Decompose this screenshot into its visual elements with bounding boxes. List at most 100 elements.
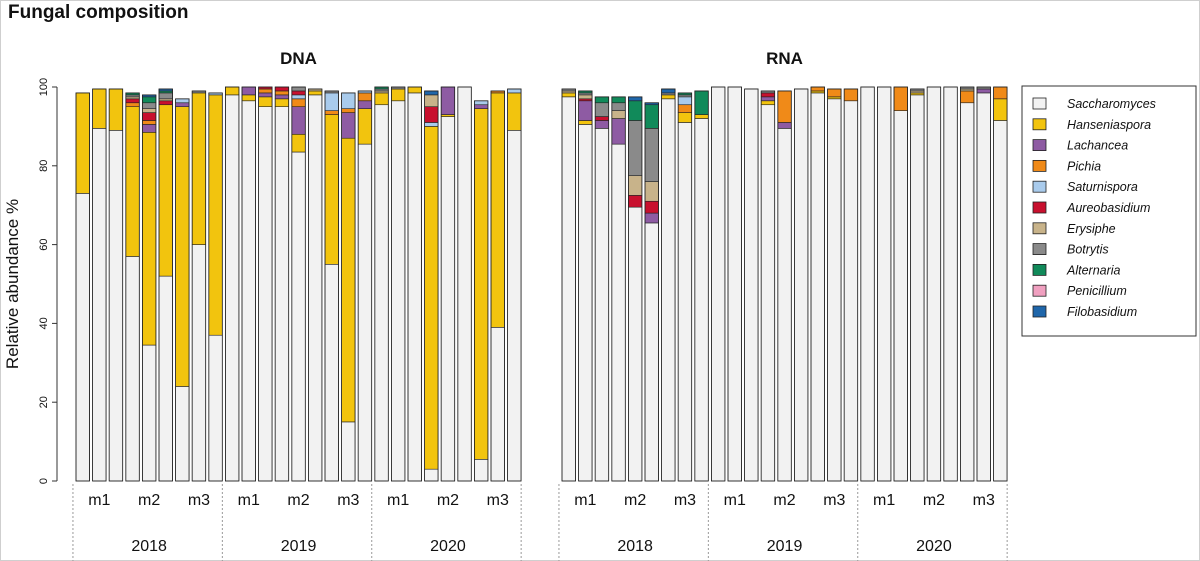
bar-segment — [108, 130, 123, 482]
bar-outline — [594, 96, 610, 482]
bar-segment — [324, 114, 339, 265]
bar-segment — [760, 100, 776, 106]
bar-segment — [341, 108, 356, 113]
bar-outline — [843, 88, 859, 482]
bar-segment — [993, 86, 1008, 100]
group-label: m3 — [823, 492, 845, 509]
bar-segment — [175, 98, 190, 104]
bar-segment — [993, 98, 1008, 121]
bar-segment — [175, 386, 190, 482]
bar-segment — [993, 120, 1008, 482]
legend-label: Erysiphe — [1067, 222, 1116, 236]
group-label: m1 — [238, 492, 260, 509]
group-label: m1 — [387, 492, 409, 509]
bar-outline — [860, 86, 875, 482]
bar-outline — [976, 86, 991, 482]
bar-segment — [877, 86, 892, 482]
bar-segment — [191, 92, 206, 245]
bar-segment — [191, 244, 206, 482]
bar-segment — [976, 92, 991, 482]
bar-segment — [208, 334, 223, 482]
bar-segment — [694, 90, 709, 115]
bar-segment — [158, 92, 173, 100]
bar-outline — [374, 86, 389, 482]
group-label: m3 — [487, 492, 509, 509]
bar-segment — [308, 94, 323, 482]
bar-segment — [440, 116, 456, 482]
bar-segment — [274, 94, 290, 100]
bar-segment — [628, 206, 643, 482]
bar-outline — [92, 88, 107, 482]
bar-segment — [341, 421, 356, 482]
bar-segment — [357, 100, 373, 109]
bar-segment — [341, 137, 356, 423]
bar-outline — [341, 92, 356, 482]
bar-outline — [561, 88, 576, 482]
bar-outline — [727, 86, 742, 482]
bar-outline — [628, 96, 643, 482]
legend-swatch — [1032, 305, 1047, 318]
bar-segment — [777, 90, 792, 123]
panel-title: DNA — [280, 49, 317, 68]
bar-outline — [943, 86, 958, 482]
bar-segment — [474, 104, 489, 109]
legend-swatch — [1032, 118, 1047, 131]
bar-segment — [611, 143, 626, 482]
bar-segment — [324, 92, 339, 111]
bar-outline — [578, 90, 593, 482]
bar-segment — [677, 112, 693, 123]
legend-label: Penicillium — [1067, 284, 1127, 298]
bar-segment — [142, 124, 157, 133]
bar-segment — [694, 118, 709, 482]
bar-outline — [473, 100, 489, 482]
bar-segment — [374, 92, 389, 106]
bar-segment — [274, 90, 290, 96]
bar-segment — [711, 86, 726, 482]
bar-outline — [158, 88, 173, 482]
bar-segment — [611, 102, 626, 111]
legend-swatch — [1032, 201, 1047, 214]
bar-segment — [893, 110, 908, 482]
bar-segment — [644, 222, 659, 482]
bar-segment — [92, 128, 107, 482]
y-tick-label: 20 — [38, 396, 50, 408]
bar-segment — [474, 108, 489, 460]
group-label: m3 — [973, 492, 995, 509]
bar-outline — [926, 86, 942, 482]
bar-segment — [661, 94, 676, 100]
bar-segment — [75, 193, 90, 482]
bar-segment — [258, 92, 273, 98]
bar-segment — [274, 106, 290, 482]
bar-segment — [457, 86, 472, 482]
panel-title: RNA — [766, 49, 803, 68]
bar-segment — [893, 86, 908, 111]
bar-segment — [424, 468, 439, 482]
bar-segment — [391, 88, 406, 102]
bar-segment — [507, 92, 522, 131]
bar-outline — [291, 86, 306, 482]
bar-outline — [457, 86, 472, 482]
bar-segment — [810, 86, 825, 92]
bar-segment — [158, 100, 173, 106]
bar-outline — [224, 86, 240, 482]
group-label: m2 — [437, 492, 459, 509]
bar-segment — [274, 98, 290, 107]
bar-segment — [628, 96, 643, 102]
legend-swatch — [1032, 263, 1047, 276]
bar-segment — [827, 88, 842, 98]
bar-segment — [357, 108, 373, 145]
y-tick-label: 40 — [38, 317, 50, 329]
bar-segment — [241, 94, 256, 102]
legend-swatch — [1032, 139, 1047, 152]
bar-outline — [711, 86, 726, 482]
legend-label: Saccharomyces — [1067, 97, 1156, 111]
bar-segment — [594, 96, 610, 104]
group-label: m1 — [724, 492, 746, 509]
bar-segment — [208, 94, 223, 336]
figure-title: Fungal composition — [8, 2, 189, 23]
bar-outline — [760, 90, 776, 482]
bar-outline — [893, 86, 908, 482]
bar-segment — [125, 256, 140, 482]
bar-outline — [440, 86, 456, 482]
bar-segment — [291, 94, 306, 100]
